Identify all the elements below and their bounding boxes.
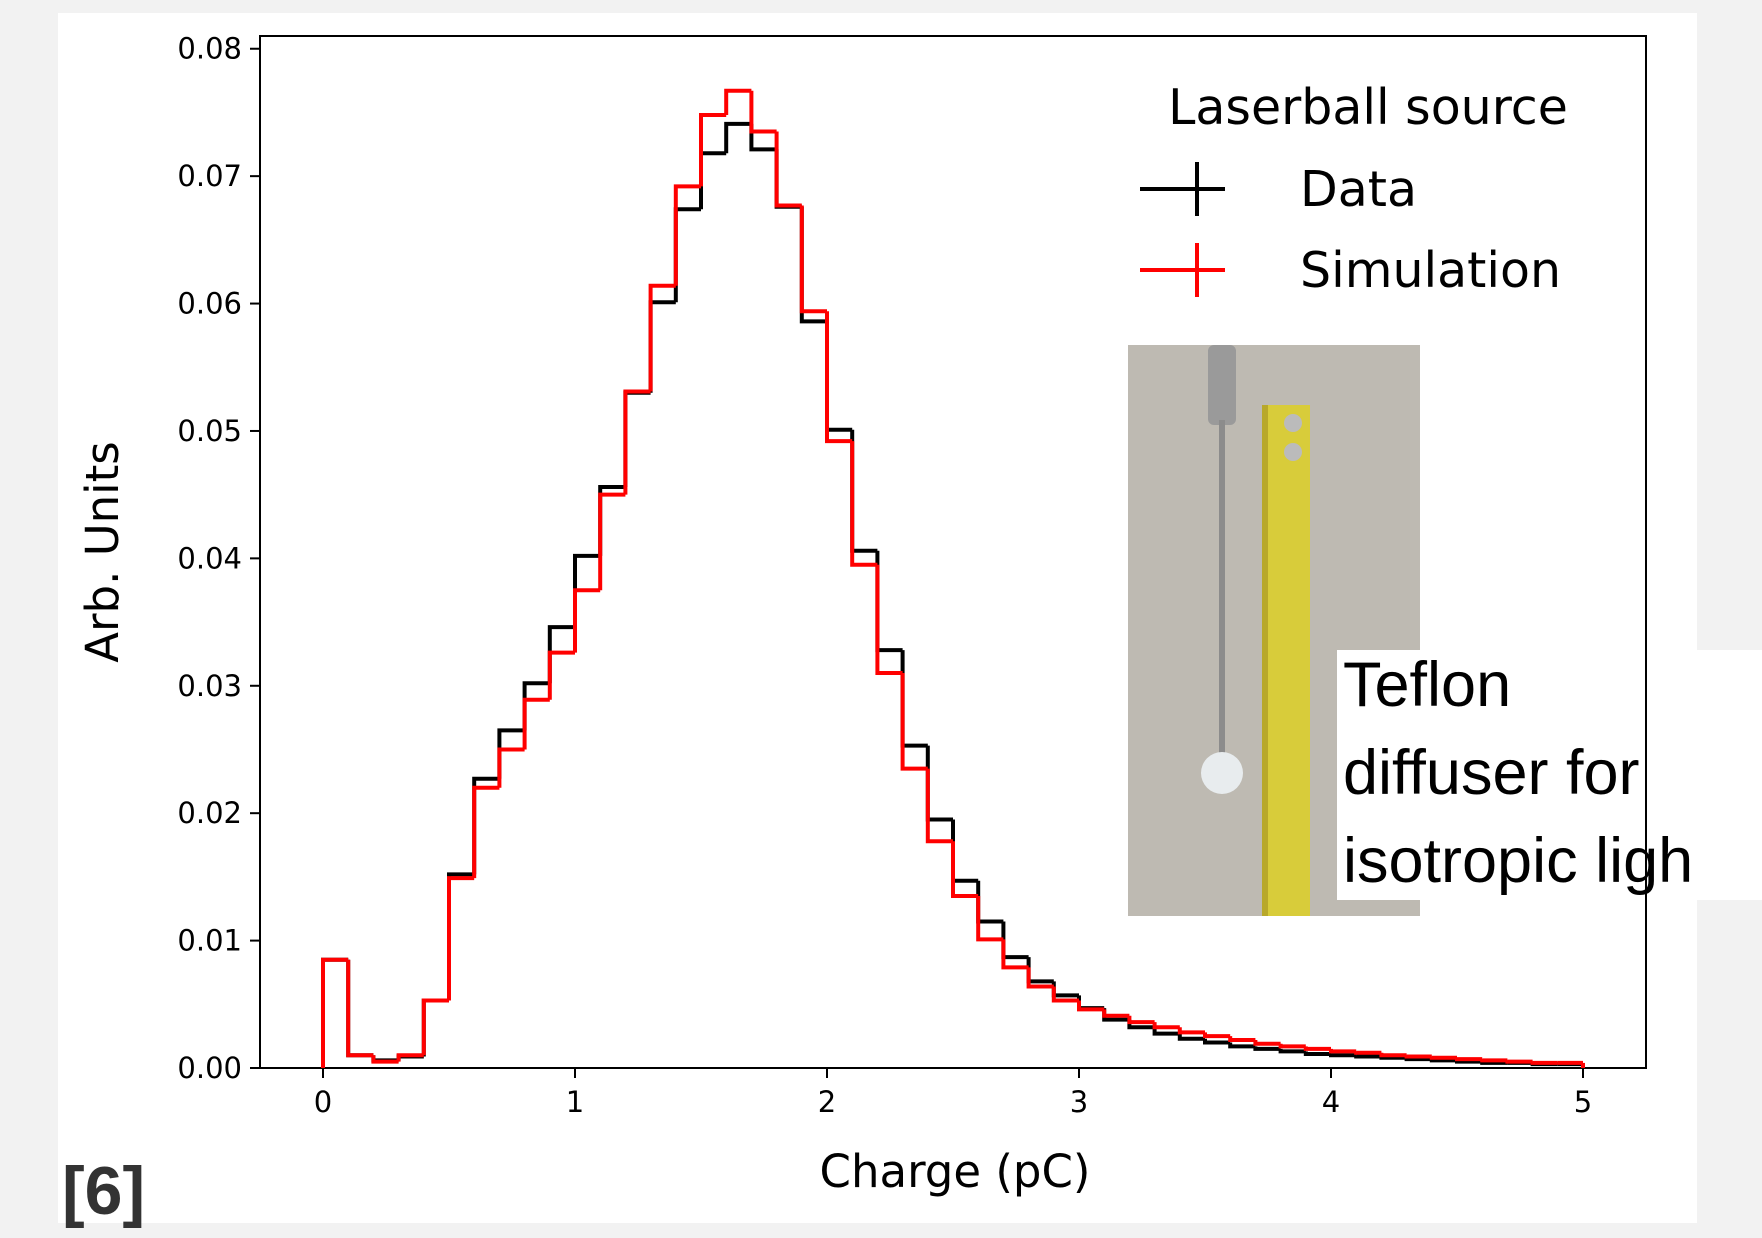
y-tick-label: 0.05 — [177, 414, 242, 448]
hist-step — [1077, 1000, 1105, 1012]
hist-step — [673, 184, 701, 286]
hist-step — [951, 841, 979, 898]
hist-step — [1152, 1027, 1180, 1036]
hist-step — [724, 88, 752, 115]
x-tick-label: 3 — [1070, 1085, 1088, 1119]
y-tick-label: 0.00 — [177, 1051, 242, 1085]
hist-step — [1480, 1058, 1508, 1063]
hist-step — [825, 311, 853, 444]
hist-step — [522, 697, 550, 750]
y-axis-label: Arb. Units — [76, 441, 129, 663]
hist-step — [1102, 1009, 1130, 1018]
x-tick-label: 1 — [566, 1085, 584, 1119]
legend-label: Simulation — [1300, 242, 1561, 299]
x-tick-label: 5 — [1574, 1085, 1592, 1119]
y-tick-label: 0.07 — [177, 159, 242, 193]
hist-step — [1329, 1053, 1357, 1058]
hist-step — [598, 492, 626, 591]
citation: [6] — [62, 1153, 145, 1229]
hist-step — [1001, 939, 1029, 970]
hist-step — [1177, 1033, 1205, 1041]
hist-step — [321, 957, 349, 1068]
hist-step — [1177, 1027, 1205, 1035]
hist-step — [371, 1055, 399, 1064]
hist-step — [1455, 1057, 1483, 1062]
hist-step — [1530, 1060, 1558, 1065]
hist-step — [699, 112, 727, 187]
hist-step — [1051, 986, 1079, 1003]
hist-step — [1354, 1054, 1382, 1059]
hist-step — [900, 673, 928, 771]
hist-step — [1278, 1043, 1306, 1049]
hist-step — [1329, 1048, 1357, 1054]
hist-step — [774, 131, 802, 208]
y-tick-label: 0.01 — [177, 924, 242, 958]
hist-step — [421, 998, 449, 1056]
hist-step — [724, 121, 752, 154]
series-1 — [321, 88, 1585, 1068]
annotation: isotropic ligh — [1343, 826, 1693, 896]
x-tick-label: 2 — [818, 1085, 836, 1119]
annotation: Teflon — [1343, 650, 1511, 720]
y-tick-label: 0.08 — [177, 32, 242, 66]
hist-step — [623, 389, 651, 495]
x-tick-label: 0 — [314, 1085, 332, 1119]
hist-step — [1253, 1046, 1281, 1051]
x-tick-label: 4 — [1322, 1085, 1340, 1119]
hist-step — [497, 747, 525, 788]
hist-step — [1026, 967, 1054, 989]
y-tick-label: 0.02 — [177, 796, 242, 830]
hist-step — [447, 876, 475, 1001]
x-axis-label: Charge (pC) — [820, 1145, 1091, 1198]
hist-step — [547, 650, 575, 700]
hist-step — [976, 896, 1004, 942]
y-tick-label: 0.04 — [177, 541, 242, 575]
hist-step — [850, 441, 878, 567]
hist-step — [875, 564, 903, 676]
annotation-box — [1337, 650, 1762, 900]
hist-step — [749, 90, 777, 134]
hist-step — [1152, 1022, 1180, 1030]
y-tick-label: 0.06 — [177, 287, 242, 321]
hist-step — [1278, 1048, 1306, 1054]
y-tick-label: 0.03 — [177, 669, 242, 703]
hist-step — [1379, 1052, 1407, 1058]
photo — [1128, 345, 1420, 916]
hist-step — [1228, 1042, 1256, 1049]
hist-step — [1228, 1036, 1256, 1042]
hist-step — [396, 1053, 424, 1062]
hist-step — [1404, 1054, 1432, 1059]
legend-label: Data — [1300, 161, 1417, 218]
hist-step — [573, 588, 601, 653]
hist-step — [1303, 1051, 1331, 1056]
hist-step — [799, 205, 827, 314]
axes-frame — [259, 35, 1647, 1069]
hist-step — [1505, 1059, 1533, 1064]
hist-step — [925, 768, 953, 844]
hist-step — [1429, 1055, 1457, 1060]
legend-title: Laserball source — [1168, 79, 1568, 136]
hist-step — [1203, 1038, 1231, 1045]
hist-step — [472, 785, 500, 879]
hist-step — [1127, 1015, 1155, 1025]
hist-step — [1354, 1050, 1382, 1055]
hist-step — [1253, 1039, 1281, 1046]
hist-step — [1303, 1046, 1331, 1051]
hist-step — [648, 283, 676, 392]
hist-step — [346, 959, 374, 1058]
hist-step — [1203, 1032, 1231, 1039]
annotation: diffuser for — [1343, 738, 1639, 808]
